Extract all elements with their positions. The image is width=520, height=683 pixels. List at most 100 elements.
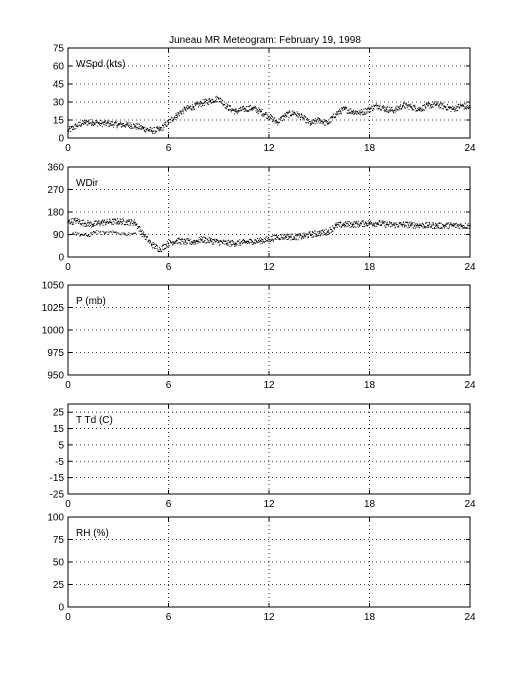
wspd-scatter-dot (418, 109, 420, 111)
wdir-scatter-dot (173, 242, 175, 244)
wdir-scatter-dot (378, 221, 380, 223)
wdir-scatter-dot (438, 222, 440, 224)
wdir-scatter-dot (261, 241, 263, 243)
wdir-scatter-dot (369, 224, 371, 226)
wspd-scatter-dot (160, 126, 162, 128)
wdir-scatter-dot (100, 222, 102, 224)
wdir-scatter-dot (396, 223, 398, 225)
wspd-scatter-dot (230, 111, 232, 113)
wspd-scatter-dot (367, 107, 369, 109)
wdir-scatter-dot (373, 223, 375, 225)
rh-panel-label: RH (%) (76, 528, 109, 539)
wspd-scatter-dot (300, 113, 302, 115)
wdir-scatter-dot (143, 236, 145, 238)
wdir-scatter-dot (130, 218, 132, 220)
wspd-scatter-dot (368, 111, 370, 113)
wdir-scatter-dot (221, 240, 223, 242)
wdir-data-point (167, 242, 170, 244)
wdir-scatter-dot (200, 239, 202, 241)
wspd-scatter-dot (445, 109, 447, 111)
wdir-scatter-dot (288, 237, 290, 239)
wdir-scatter-dot (137, 228, 139, 230)
wspd-scatter-dot (258, 110, 260, 112)
wspd-scatter-dot (86, 124, 88, 126)
wspd-scatter-dot (331, 117, 333, 119)
wdir-scatter-dot (273, 238, 275, 240)
wdir-scatter-dot (99, 231, 101, 233)
wspd-scatter-dot (196, 103, 198, 105)
wdir-scatter-dot (287, 235, 289, 237)
wdir-scatter-dot (300, 233, 302, 235)
wspd-scatter-dot (381, 107, 383, 109)
wdir-scatter-dot (231, 239, 233, 241)
wdir-scatter-dot (239, 243, 241, 245)
wdir-data-point (435, 225, 438, 227)
wspd-scatter-dot (265, 112, 267, 114)
wspd-scatter-dot (369, 107, 371, 109)
wspd-scatter-dot (353, 113, 355, 115)
wdir-scatter-dot (460, 225, 462, 227)
wspd-scatter-dot (323, 121, 325, 123)
wspd-scatter-dot (317, 117, 319, 119)
wspd-scatter-dot (105, 123, 107, 125)
wspd-scatter-dot (463, 108, 465, 110)
wdir-scatter-dot (103, 231, 105, 233)
wspd-scatter-dot (195, 104, 197, 106)
wspd-scatter-dot (270, 116, 272, 118)
wdir-scatter-dot (417, 225, 419, 227)
wspd-scatter-dot (300, 116, 302, 118)
wspd-scatter-dot (266, 114, 268, 116)
wspd-scatter-dot (187, 108, 189, 110)
wspd-scatter-dot (297, 115, 299, 117)
wspd-scatter-dot (314, 123, 316, 125)
wspd-scatter-dot (121, 126, 123, 128)
wdir-scatter-dot (89, 223, 91, 225)
wspd-scatter-dot (180, 110, 182, 112)
pressure-y-tick-label: 1025 (42, 303, 65, 314)
wdir-scatter-dot (295, 235, 297, 237)
wspd-scatter-dot (467, 106, 469, 108)
wspd-scatter-dot (301, 114, 303, 116)
wdir-scatter-dot (310, 234, 312, 236)
wspd-data-point (218, 97, 220, 100)
wdir-scatter-dot (70, 223, 72, 225)
wdir-scatter-dot (108, 218, 110, 220)
wspd-scatter-dot (285, 116, 287, 118)
wspd-scatter-dot (458, 104, 460, 106)
wspd-scatter-dot (459, 103, 461, 105)
wspd-scatter-dot (221, 103, 223, 105)
wdir-scatter-dot (359, 225, 361, 227)
wdir-scatter-dot (75, 222, 77, 224)
wdir-scatter-dot (174, 242, 176, 244)
wspd-scatter-dot (423, 104, 425, 106)
wdir-scatter-dot (144, 235, 146, 237)
wdir-scatter-dot (102, 224, 104, 226)
wspd-scatter-dot (336, 111, 338, 113)
wspd-scatter-dot (438, 106, 440, 108)
wdir-data-point (234, 242, 237, 244)
wspd-y-tick-label: 15 (53, 116, 65, 127)
wdir-scatter-dot (314, 230, 316, 232)
wspd-scatter-dot (91, 124, 93, 126)
rh-y-tick-label: 25 (53, 580, 65, 591)
wspd-scatter-dot (341, 107, 343, 109)
wspd-scatter-dot (86, 121, 88, 123)
wdir-scatter-dot (120, 222, 122, 224)
wdir-data-point (176, 240, 178, 242)
wspd-scatter-dot (426, 102, 428, 104)
wspd-scatter-dot (140, 128, 142, 130)
wdir-scatter-dot (139, 225, 141, 227)
wdir-scatter-dot (113, 220, 115, 222)
wdir-scatter-dot (114, 222, 116, 224)
wdir-scatter-dot (329, 227, 331, 229)
wspd-scatter-dot (306, 118, 308, 120)
wspd-scatter-dot (401, 108, 403, 110)
wspd-scatter-dot (326, 121, 328, 123)
wdir-scatter-dot (234, 245, 236, 247)
wdir-data-point (226, 242, 228, 244)
wspd-scatter-dot (254, 107, 256, 109)
wdir-scatter-dot (464, 226, 466, 228)
wspd-scatter-dot (229, 106, 231, 108)
wdir-scatter-dot (455, 222, 457, 224)
wdir-scatter-dot (274, 238, 276, 240)
